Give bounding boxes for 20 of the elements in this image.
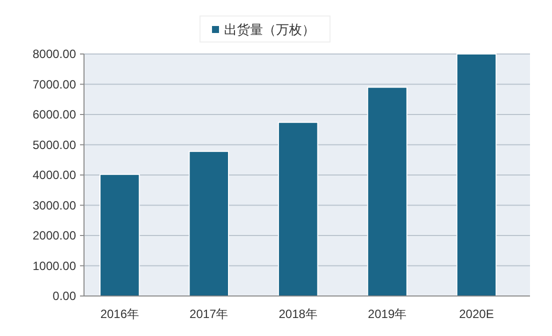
x-tick-label: 2016年 (100, 307, 140, 321)
y-tick-label: 5000.00 (32, 138, 76, 152)
bar (100, 174, 140, 296)
y-tick-label: 3000.00 (32, 198, 76, 212)
y-tick-label: 1000.00 (32, 258, 76, 273)
y-tick-label: 0.00 (52, 289, 76, 303)
bar (188, 150, 230, 296)
bar (367, 86, 408, 296)
y-tick-label: 6000.00 (32, 108, 76, 122)
y-tick-label: 4000.00 (32, 168, 76, 182)
x-tick-label: 2018年 (278, 307, 318, 321)
x-tick-label: 2017年 (190, 307, 228, 321)
x-tick-label: 2019年 (368, 307, 407, 321)
x-tick-label: 2020E (459, 307, 494, 321)
y-tick-label: 8000.00 (32, 47, 76, 61)
y-tick-label: 2000.00 (32, 228, 76, 242)
y-tick-label: 7000.00 (32, 77, 76, 92)
bar (456, 54, 497, 296)
bar (278, 122, 318, 296)
legend-label: 出货量（万枚） (224, 22, 315, 37)
